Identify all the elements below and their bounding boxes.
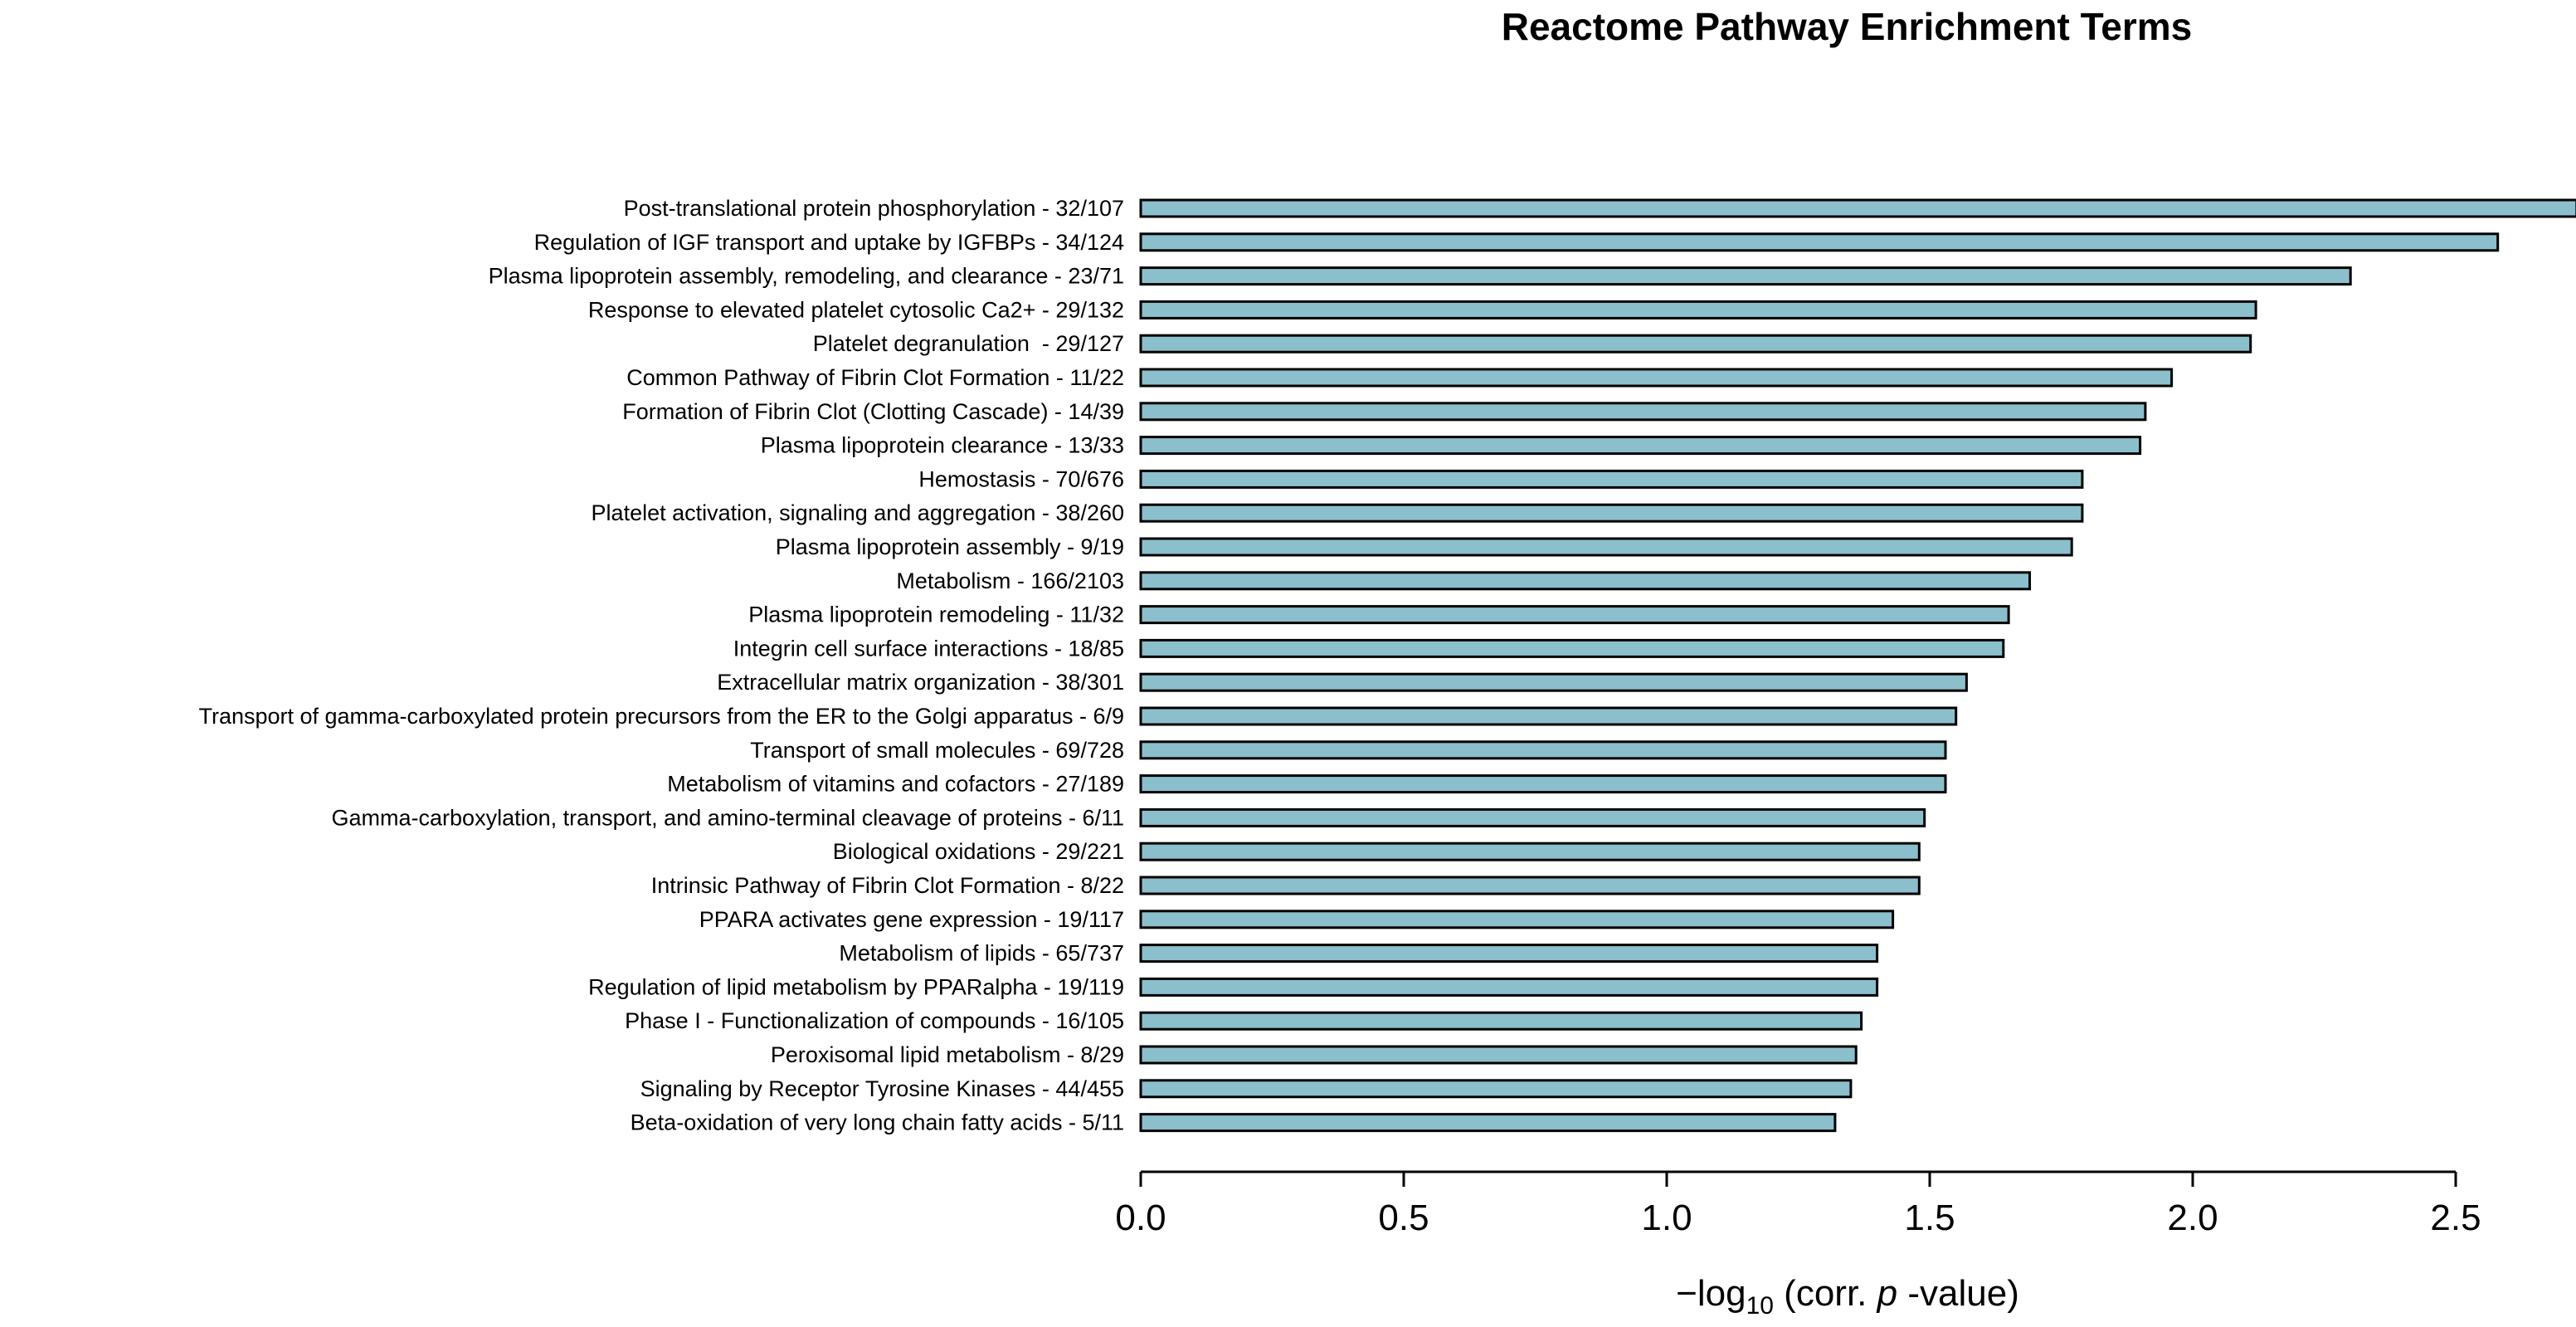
- category-label: Transport of gamma-carboxylated protein …: [198, 704, 1124, 729]
- bar: [1139, 232, 2500, 252]
- x-axis-label-suffix: -value): [1897, 1273, 2019, 1314]
- category-label: Transport of small molecules - 69/728: [750, 738, 1124, 763]
- bar: [1139, 266, 2352, 286]
- bar: [1139, 706, 1958, 726]
- category-label: Phase I - Functionalization of compounds…: [625, 1008, 1124, 1033]
- category-label: Extracellular matrix organization - 38/3…: [717, 670, 1124, 695]
- category-label: Plasma lipoprotein assembly - 9/19: [776, 534, 1124, 559]
- category-labels-group: Post-translational protein phosphorylati…: [198, 196, 1124, 1135]
- bar: [1139, 503, 2084, 523]
- x-axis-label-subscript: 10: [1746, 1292, 1774, 1320]
- bar: [1139, 638, 2005, 658]
- category-label: Plasma lipoprotein assembly, remodeling,…: [489, 264, 1124, 289]
- bar: [1139, 1045, 1858, 1065]
- bar: [1139, 334, 2252, 354]
- bar: [1139, 807, 1926, 827]
- bar: [1139, 876, 1921, 895]
- bar: [1139, 1113, 1837, 1133]
- category-label: Gamma-carboxylation, transport, and amin…: [332, 805, 1124, 830]
- x-tick-label: 1.0: [1641, 1198, 1692, 1238]
- category-label: Platelet degranulation - 29/127: [813, 331, 1124, 356]
- bar: [1139, 740, 1947, 760]
- category-label: Intrinsic Pathway of Fibrin Clot Formati…: [651, 873, 1124, 898]
- x-tick-label: 0.0: [1115, 1198, 1166, 1238]
- bar: [1139, 469, 2084, 489]
- bar: [1139, 436, 2142, 456]
- bar: [1139, 1079, 1853, 1099]
- bar: [1139, 672, 1968, 692]
- bar: [1139, 605, 2010, 625]
- bars-group: [1139, 198, 2576, 1133]
- x-tick-label: 0.5: [1378, 1198, 1429, 1238]
- x-axis-label: −log10 (corr. p -value): [1676, 1273, 2019, 1320]
- category-label: Metabolism of vitamins and cofactors - 2…: [667, 772, 1124, 797]
- category-label: Peroxisomal lipid metabolism - 8/29: [771, 1042, 1124, 1067]
- chart-title: Reactome Pathway Enrichment Terms: [1502, 5, 2193, 48]
- x-axis-label-prefix: −log: [1676, 1273, 1746, 1314]
- x-axis-label-italic: p: [1876, 1273, 1897, 1314]
- category-label: Metabolism of lipids - 65/737: [839, 941, 1124, 966]
- category-label: Post-translational protein phosphorylati…: [624, 196, 1124, 221]
- x-tick-label: 1.5: [1904, 1198, 1955, 1238]
- bar: [1139, 977, 1879, 997]
- category-label: PPARA activates gene expression - 19/117: [699, 907, 1124, 932]
- x-axis: 0.0 0.5 1.0 1.5 2.0 2.5: [1115, 1170, 2481, 1238]
- bar: [1139, 198, 2576, 218]
- category-label: Metabolism - 166/2103: [896, 568, 1124, 593]
- x-axis-label-middle: (corr.: [1774, 1273, 1877, 1314]
- category-label: Integrin cell surface interactions - 18/…: [733, 636, 1124, 661]
- bar: [1139, 300, 2257, 320]
- x-tick-label: 2.0: [2167, 1198, 2218, 1238]
- bar: [1139, 774, 1947, 794]
- category-label: Platelet activation, signaling and aggre…: [592, 500, 1124, 525]
- category-label: Plasma lipoprotein remodeling - 11/32: [748, 603, 1124, 627]
- bar: [1139, 537, 2073, 557]
- category-label: Hemostasis - 70/676: [918, 466, 1124, 491]
- category-label: Common Pathway of Fibrin Clot Formation …: [626, 365, 1124, 390]
- category-label: Beta-oxidation of very long chain fatty …: [631, 1110, 1124, 1135]
- bar: [1139, 402, 2147, 422]
- bar: [1139, 571, 2031, 591]
- category-label: Response to elevated platelet cytosolic …: [588, 297, 1124, 322]
- x-tick-label: 2.5: [2430, 1198, 2481, 1238]
- bar: [1139, 842, 1921, 861]
- bar: [1139, 1011, 1863, 1031]
- bar: [1139, 910, 1895, 929]
- category-label: Signaling by Receptor Tyrosine Kinases -…: [640, 1076, 1124, 1101]
- bar: [1139, 368, 2174, 388]
- category-label: Biological oxidations - 29/221: [833, 839, 1124, 864]
- category-label: Regulation of lipid metabolism by PPARal…: [588, 974, 1124, 999]
- category-label: Formation of Fibrin Clot (Clotting Casca…: [622, 399, 1124, 424]
- bar: [1139, 944, 1879, 964]
- category-label: Regulation of IGF transport and uptake b…: [534, 230, 1124, 255]
- category-label: Plasma lipoprotein clearance - 13/33: [761, 433, 1124, 458]
